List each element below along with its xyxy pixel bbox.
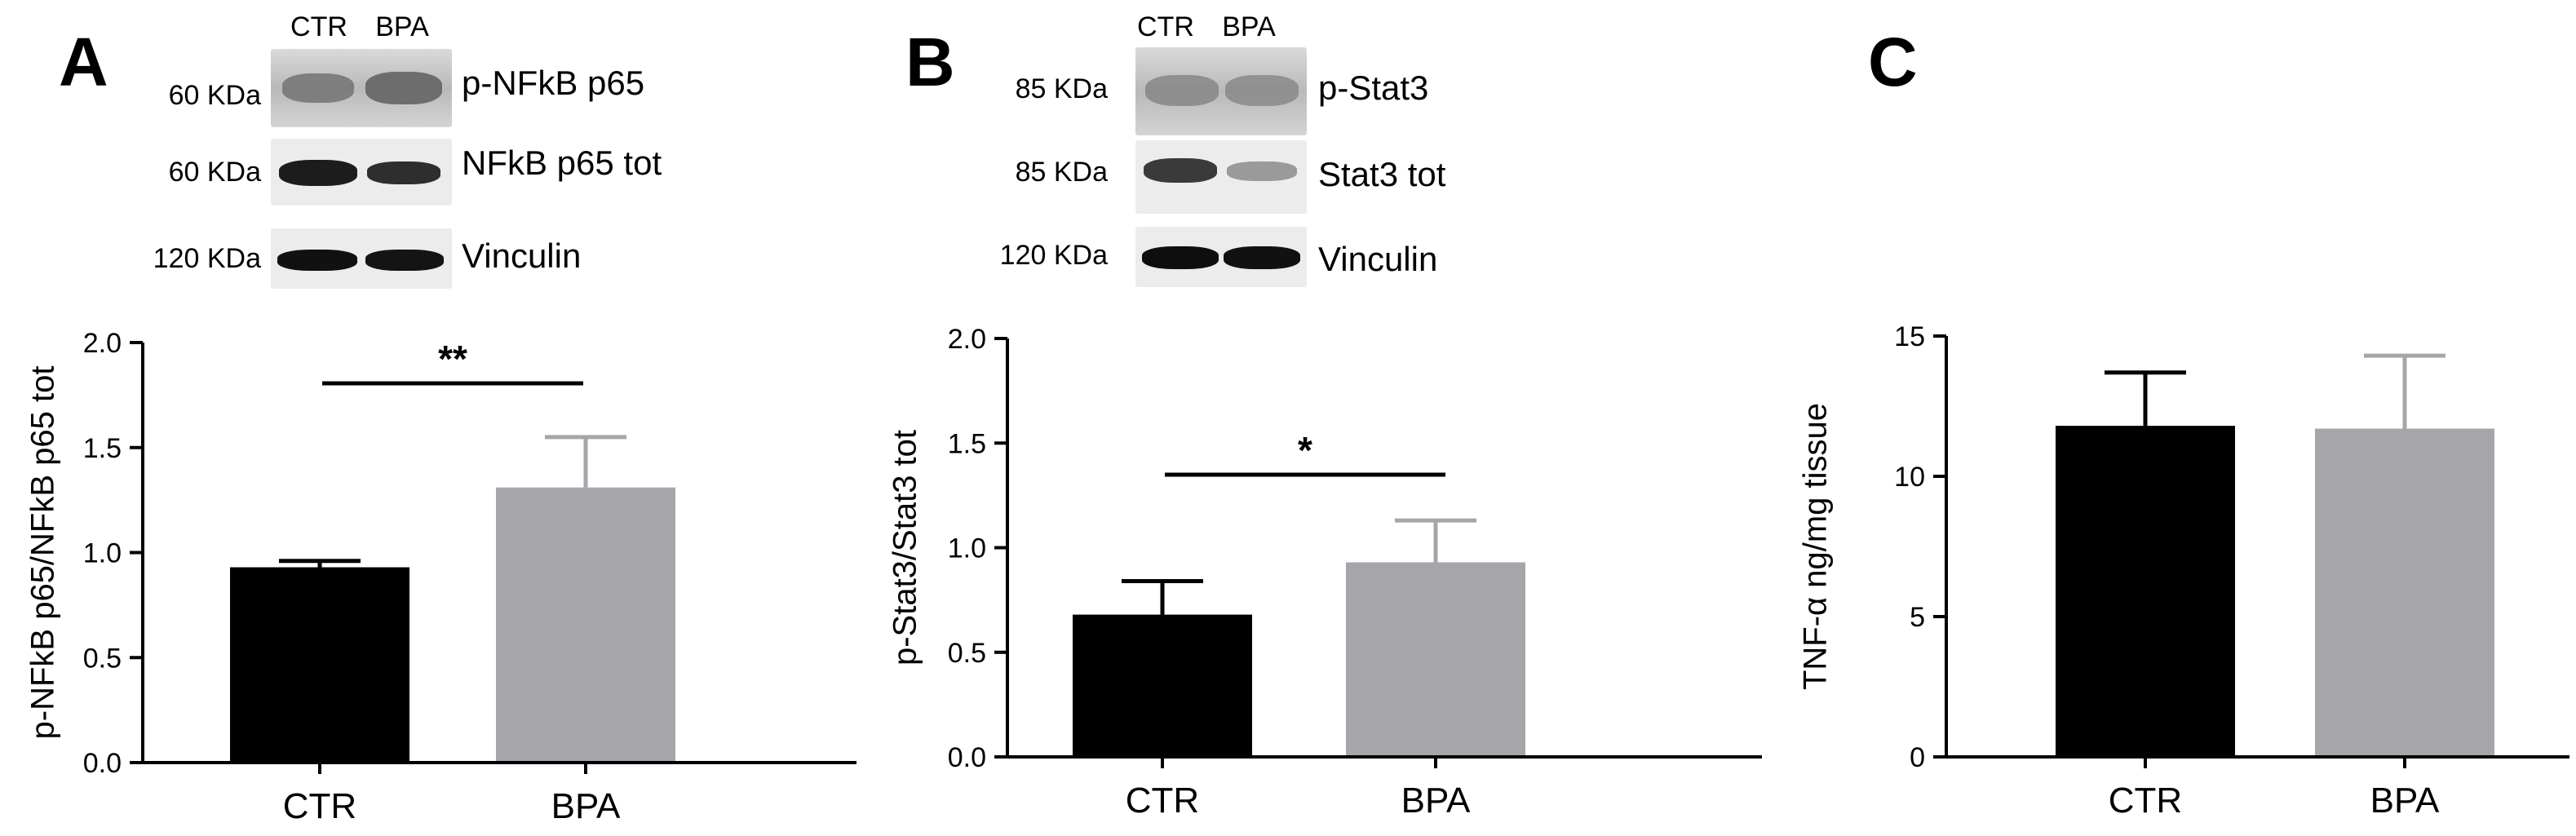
y-axis-label: TNF-α ng/mg tissue	[1798, 403, 1834, 690]
x-tick-label: BPA	[1401, 781, 1471, 821]
protein-label: p-Stat3	[1318, 69, 1429, 107]
bar-ctr	[2056, 426, 2235, 757]
bar-bpa	[1346, 562, 1525, 757]
western-blot-vinculin	[1135, 227, 1307, 287]
bar-chart-nfkb: CTR BPA 0.0 0.5 1.0 1.5 2.0 p-NFkB p65/NFkB p65…	[25, 328, 856, 826]
western-blot-vinculin	[271, 228, 452, 289]
kda-label: 120 KDa	[153, 243, 261, 274]
kda-label: 60 KDa	[168, 80, 261, 111]
bar-ctr	[1073, 614, 1252, 757]
bar-chart-stat3: CTR BPA 0.0 0.5 1.0 1.5 2.0 p-Stat3/Stat3 tot *	[887, 324, 1762, 821]
kda-label: 85 KDa	[1015, 73, 1108, 104]
y-tick-label: 0.5	[948, 638, 986, 669]
panel-letter: B	[905, 24, 955, 100]
protein-label: p-NFkB p65	[462, 64, 645, 102]
x-tick-label: CTR	[1126, 781, 1199, 821]
x-tick-label: BPA	[2370, 781, 2440, 821]
lane-label-ctr: CTR	[290, 11, 347, 42]
protein-label: Stat3 tot	[1318, 155, 1446, 193]
protein-label: Vinculin	[462, 237, 582, 275]
y-tick-label: 1.0	[83, 538, 122, 569]
y-axis-label: p-Stat3/Stat3 tot	[887, 430, 923, 666]
bar-chart-tnf-alpha: CTR BPA 0 5 10 15 TNF-α ng/mg tissue	[1798, 321, 2569, 821]
x-tick-label: CTR	[2109, 781, 2182, 821]
y-axis-label: p-NFkB p65/NFkB p65 tot	[25, 366, 61, 740]
y-tick-label: 0	[1910, 742, 1925, 773]
y-tick-label: 10	[1894, 462, 1925, 493]
western-blot-p-stat3	[1135, 47, 1307, 135]
panel-a: A CTR BPA 60 KDa p-NFkB p65 60 KDa NFkB …	[0, 0, 865, 836]
y-tick-label: 15	[1894, 321, 1925, 352]
lane-label-bpa: BPA	[375, 11, 429, 42]
x-tick-label: BPA	[551, 786, 621, 826]
western-blot-nfkb-tot	[271, 139, 452, 206]
y-tick-label: 0.0	[83, 748, 122, 779]
panel-letter: A	[59, 24, 108, 100]
significance-marker: **	[438, 338, 467, 380]
y-tick-label: 1.0	[948, 533, 986, 564]
kda-label: 85 KDa	[1015, 157, 1108, 188]
y-tick-label: 0.5	[83, 643, 122, 674]
bar-bpa	[2315, 428, 2494, 757]
x-tick-label: CTR	[283, 786, 356, 826]
bar-ctr	[230, 567, 409, 763]
lane-label-ctr: CTR	[1137, 11, 1194, 42]
protein-label: Vinculin	[1318, 240, 1438, 278]
y-tick-label: 2.0	[948, 324, 986, 355]
kda-label: 60 KDa	[168, 157, 261, 188]
protein-label: NFkB p65 tot	[462, 144, 662, 182]
bar-bpa	[496, 487, 675, 763]
lane-label-bpa: BPA	[1222, 11, 1276, 42]
panel-b: B CTR BPA 85 KDa p-Stat3 85 KDa Stat3 to…	[887, 0, 1770, 836]
panel-c: C CTR BPA 0 5 10 15 TNF-α ng/mg tissue	[1786, 0, 2576, 836]
y-tick-label: 2.0	[83, 328, 122, 359]
western-blot-stat3-tot	[1135, 140, 1307, 214]
significance-marker: *	[1298, 429, 1312, 471]
y-tick-label: 1.5	[948, 428, 986, 459]
y-tick-label: 5	[1910, 602, 1925, 633]
western-blot-p-nfkb	[271, 49, 452, 127]
kda-label: 120 KDa	[999, 240, 1108, 271]
y-tick-label: 0.0	[948, 742, 986, 773]
y-tick-label: 1.5	[83, 433, 122, 464]
panel-letter: C	[1868, 24, 1918, 100]
